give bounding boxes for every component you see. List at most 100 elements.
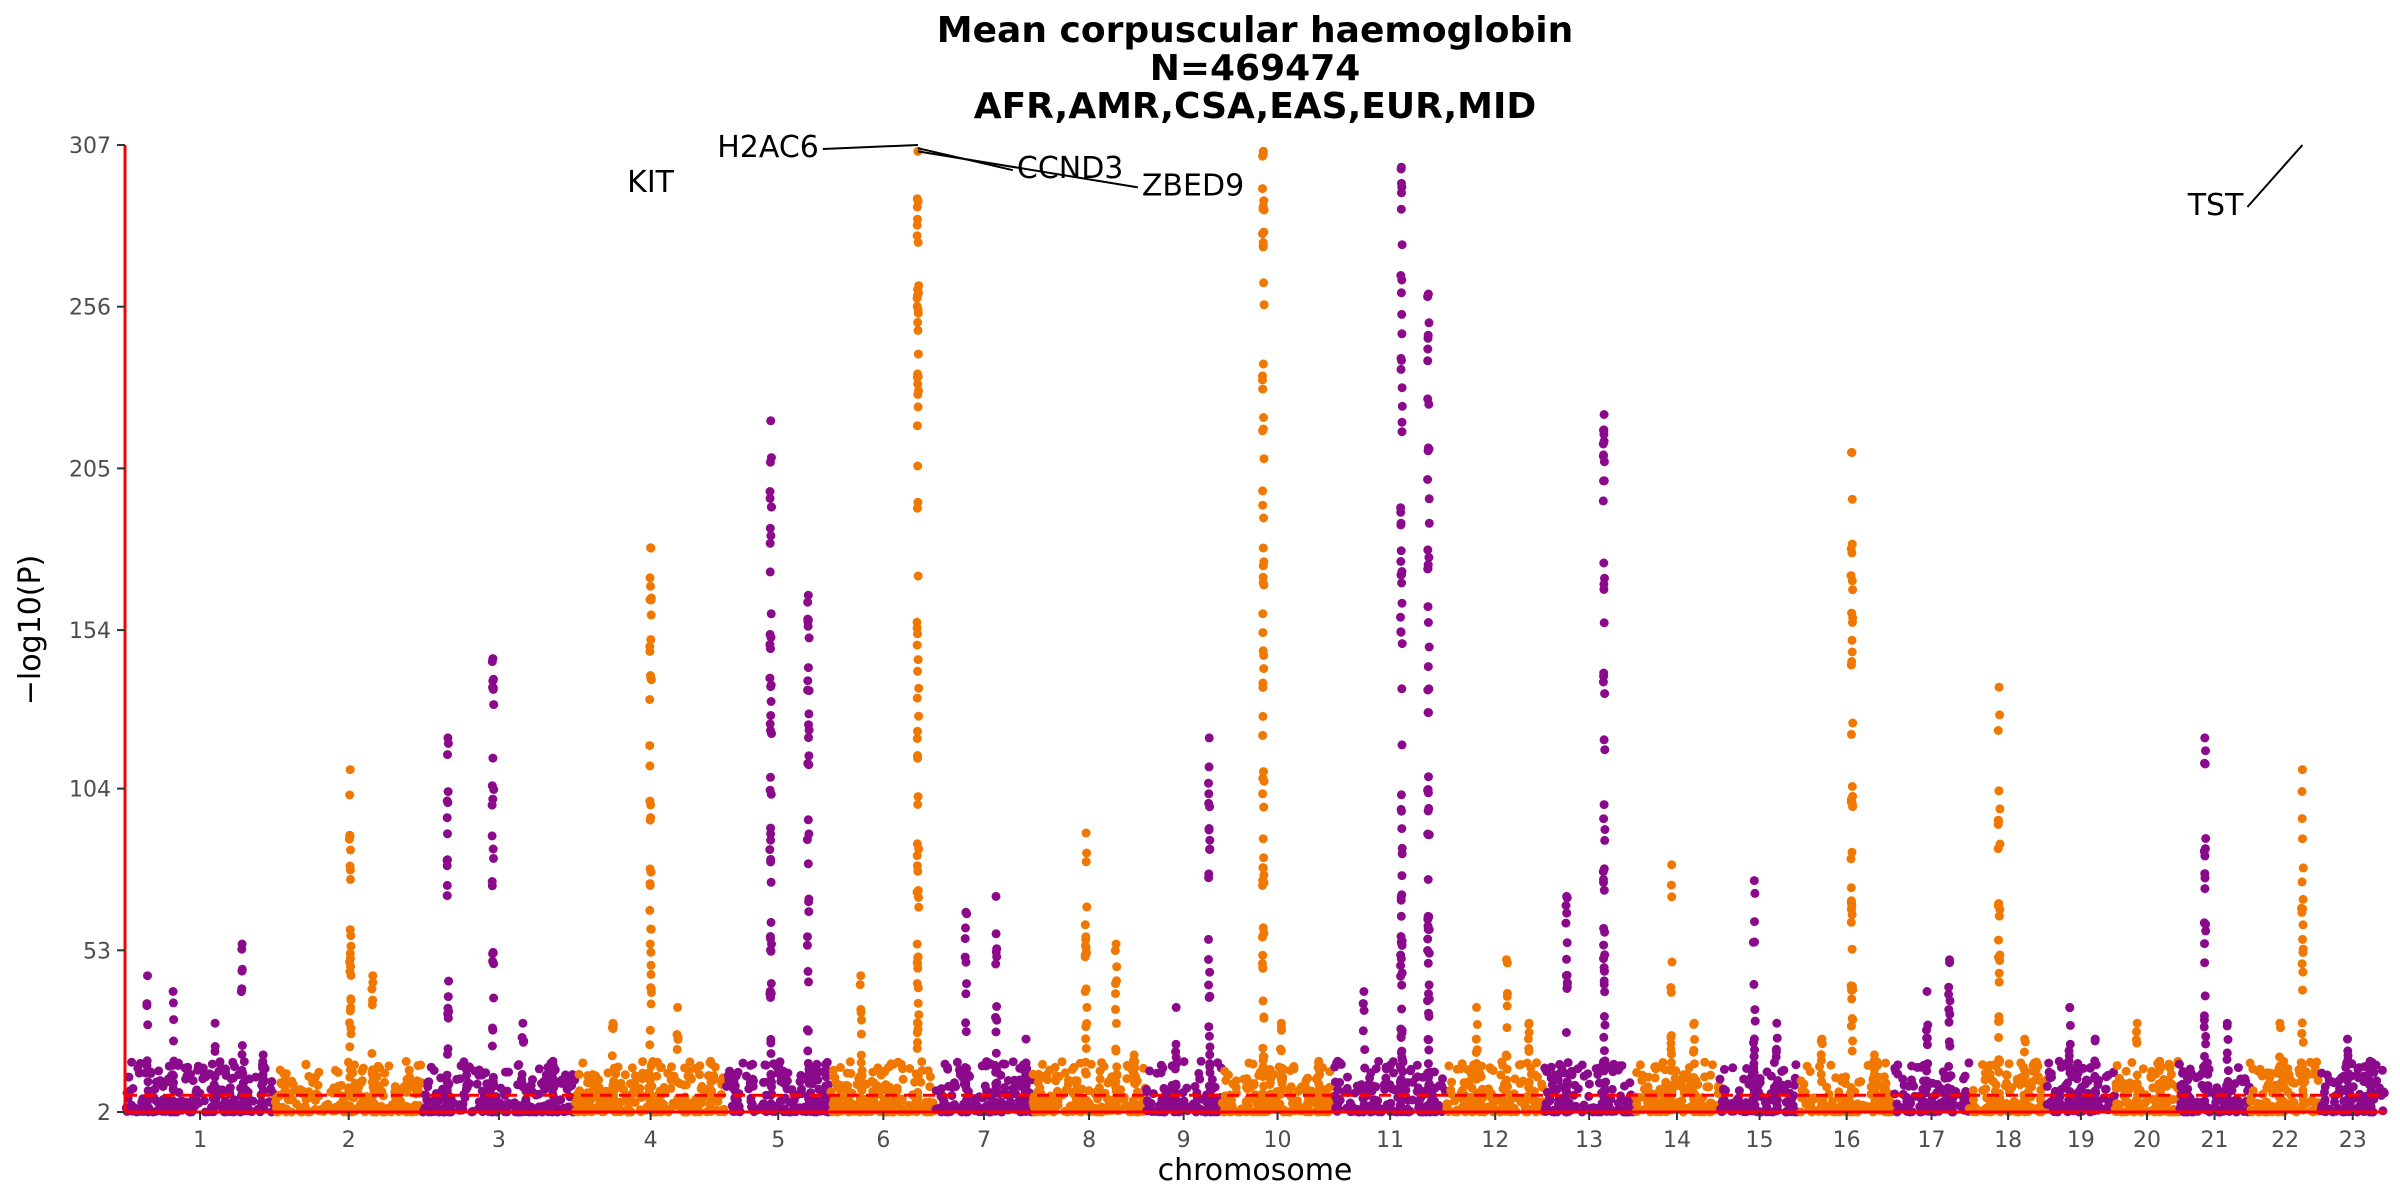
data-point (1020, 1064, 1030, 1074)
data-point (913, 655, 923, 665)
data-point (1847, 782, 1857, 791)
data-point (488, 753, 498, 763)
data-point (2132, 1027, 2141, 1037)
data-point (913, 753, 923, 763)
data-point (1259, 300, 1269, 310)
data-point (1968, 1085, 1978, 1095)
chromosome-1-points (121, 939, 279, 1117)
data-point (181, 1074, 191, 1084)
data-point (1847, 635, 1857, 645)
data-point (1802, 1061, 1812, 1071)
data-point (345, 925, 355, 935)
data-point (1762, 1067, 1772, 1077)
data-point (1204, 778, 1213, 788)
data-point (2090, 1099, 2100, 1109)
data-point (1258, 963, 1268, 973)
data-point (143, 1077, 153, 1087)
data-point (2313, 1075, 2323, 1085)
data-point (2031, 1075, 2040, 1085)
data-point (1922, 1033, 1932, 1043)
data-point (2127, 1058, 2137, 1067)
data-point (803, 615, 813, 625)
data-point (1122, 1074, 1132, 1084)
data-point (1637, 1075, 1647, 1085)
y-axis-title: −log10(P) (13, 555, 48, 706)
x-tick-label: 9 (1177, 1128, 1191, 1153)
data-point (1423, 344, 1433, 354)
data-point (748, 1081, 758, 1091)
data-point (1993, 901, 2003, 911)
data-point (1734, 1086, 1744, 1096)
data-point (1205, 967, 1215, 977)
data-point (2078, 1063, 2088, 1073)
data-point (1993, 820, 2003, 829)
peak-point (673, 1002, 683, 1012)
data-point (1995, 839, 2005, 849)
data-point (879, 1067, 889, 1077)
data-point (646, 924, 656, 934)
data-point (2372, 1076, 2382, 1086)
data-point (914, 844, 924, 854)
data-point (1424, 1045, 1434, 1055)
data-point (663, 1068, 673, 1078)
data-point (301, 1059, 311, 1069)
data-point (2199, 1099, 2209, 1108)
data-point (1084, 1086, 1094, 1096)
data-point (645, 642, 655, 651)
data-point (477, 1070, 487, 1080)
data-point (688, 1098, 697, 1108)
data-point (1960, 1071, 1970, 1081)
data-point (1396, 271, 1406, 280)
data-point (1331, 1102, 1341, 1112)
data-point (1944, 982, 1954, 992)
data-point (1396, 204, 1406, 214)
data-point (2064, 1051, 2074, 1061)
data-point (2042, 1081, 2052, 1091)
data-point (706, 1072, 716, 1082)
data-point (527, 1102, 536, 1112)
peak-point (1258, 146, 1268, 156)
data-point (857, 1085, 867, 1095)
data-point (1064, 1075, 1073, 1085)
data-point (1204, 789, 1214, 799)
data-point (981, 1061, 991, 1071)
data-point (2298, 920, 2308, 930)
data-point (1259, 557, 1269, 567)
data-point (1689, 1100, 1699, 1110)
data-point (1554, 1094, 1564, 1104)
data-point (912, 194, 922, 204)
data-point (534, 1064, 544, 1074)
data-point (1728, 1063, 1738, 1073)
data-point (198, 1063, 208, 1073)
data-point (738, 1058, 748, 1068)
data-point (913, 571, 923, 581)
data-point (1846, 729, 1856, 739)
data-point (402, 1103, 412, 1113)
data-point (1258, 204, 1268, 214)
data-point (765, 567, 775, 577)
data-point (980, 1081, 990, 1091)
data-point (1259, 776, 1269, 786)
data-point (323, 1099, 333, 1109)
data-point (488, 948, 498, 958)
peak-point (1562, 891, 1572, 901)
data-point (645, 881, 655, 890)
data-point (856, 1050, 866, 1060)
data-point (765, 932, 775, 941)
data-point (802, 940, 812, 950)
data-point (367, 1068, 377, 1078)
data-point (345, 1101, 355, 1111)
data-point (2298, 894, 2308, 904)
data-point (345, 1091, 355, 1101)
data-point (646, 969, 656, 979)
data-point (2322, 1070, 2332, 1080)
data-point (766, 835, 776, 845)
data-point (488, 1025, 498, 1035)
data-point (2064, 1101, 2074, 1110)
data-point (1994, 1016, 2004, 1026)
data-point (153, 1097, 162, 1107)
data-point (1171, 1039, 1181, 1049)
data-point (1567, 1070, 1577, 1080)
data-point (368, 995, 378, 1005)
data-point (646, 671, 655, 680)
